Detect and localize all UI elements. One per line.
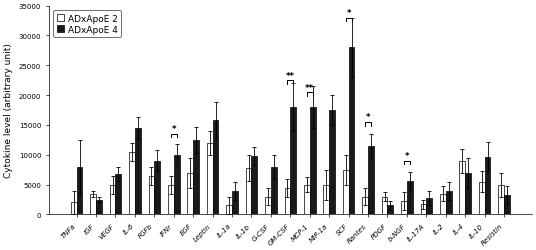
Bar (285, 188, 291, 214)
Bar (485, 157, 490, 214)
Bar (329, 110, 335, 214)
Bar (465, 173, 471, 214)
Bar (174, 155, 180, 214)
Bar (148, 176, 154, 214)
Legend: ADxApoE 2, ADxApoE 4: ADxApoE 2, ADxApoE 4 (54, 11, 121, 38)
Bar (291, 108, 296, 214)
Bar (310, 108, 316, 214)
Bar (71, 203, 77, 214)
Text: *: * (346, 9, 351, 18)
Bar (271, 167, 277, 214)
Bar (323, 185, 329, 214)
Text: **: ** (286, 71, 295, 80)
Bar (135, 128, 141, 214)
Bar (226, 206, 232, 214)
Bar (304, 185, 310, 214)
Bar (90, 194, 96, 214)
Bar (207, 143, 213, 214)
Bar (498, 185, 504, 214)
Bar (188, 173, 193, 214)
Bar (421, 204, 426, 214)
Bar (348, 48, 354, 214)
Bar (251, 156, 257, 214)
Bar (265, 197, 271, 214)
Text: *: * (405, 152, 409, 160)
Bar (446, 191, 452, 214)
Bar (504, 196, 510, 214)
Bar (459, 161, 465, 214)
Bar (362, 197, 368, 214)
Bar (479, 182, 485, 214)
Bar (245, 168, 251, 214)
Bar (129, 152, 135, 214)
Bar (77, 167, 83, 214)
Bar (388, 206, 393, 214)
Bar (168, 185, 174, 214)
Bar (115, 174, 121, 214)
Bar (368, 146, 374, 214)
Bar (232, 191, 238, 214)
Bar (401, 202, 407, 214)
Bar (382, 197, 388, 214)
Text: **: ** (306, 83, 314, 92)
Bar (426, 198, 432, 214)
Bar (110, 185, 115, 214)
Text: *: * (172, 125, 176, 134)
Bar (96, 200, 102, 214)
Y-axis label: Cytokine level (arbitrary unit): Cytokine level (arbitrary unit) (4, 44, 13, 178)
Bar (193, 140, 199, 214)
Bar (407, 181, 413, 214)
Bar (154, 161, 160, 214)
Bar (440, 194, 446, 214)
Text: *: * (366, 113, 370, 122)
Bar (213, 121, 219, 214)
Bar (343, 170, 348, 214)
